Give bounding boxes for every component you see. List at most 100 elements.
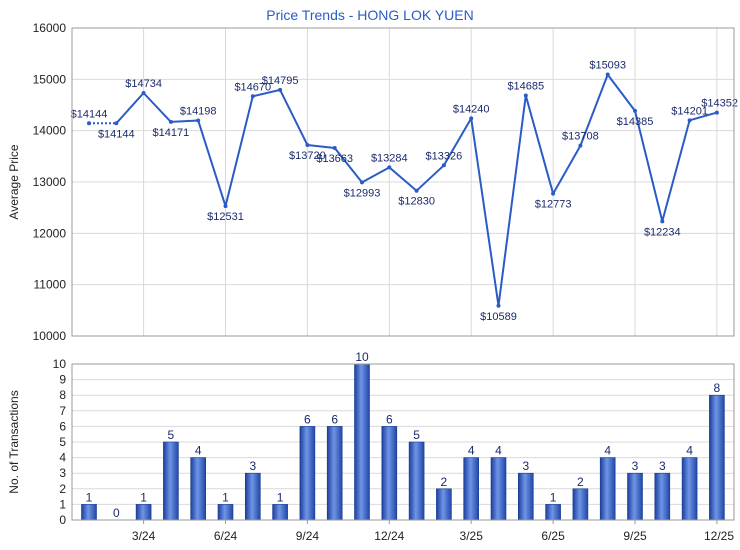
transactions-bar (135, 504, 152, 521)
price-point (387, 165, 392, 170)
price-point (605, 72, 610, 77)
price-data-label: $14171 (153, 127, 190, 139)
transactions-bar (436, 488, 452, 521)
x-tick-label: 12/24 (374, 529, 404, 543)
transactions-bar (627, 472, 643, 521)
price-data-label: $12234 (644, 226, 681, 238)
transactions-data-label: 3 (659, 459, 666, 473)
transactions-y-tick-label: 9 (59, 373, 66, 387)
transactions-data-label: 3 (522, 459, 529, 473)
chart-title: Price Trends - HONG LOK YUEN (266, 7, 473, 23)
price-point (87, 121, 91, 126)
transactions-data-label: 3 (249, 459, 256, 473)
transactions-data-label: 8 (714, 381, 721, 395)
transactions-data-label: 4 (686, 444, 693, 458)
transactions-data-label: 5 (168, 428, 175, 442)
price-data-label: $14198 (180, 106, 217, 118)
price-data-label: $13720 (289, 150, 326, 162)
price-data-label: $13326 (426, 150, 463, 162)
transactions-data-label: 1 (86, 490, 93, 504)
price-data-label: $14144 (98, 128, 135, 140)
transactions-data-label: 6 (304, 412, 311, 426)
price-y-tick-label: 10000 (33, 329, 67, 343)
price-y-tick-label: 11000 (34, 278, 67, 292)
price-point (223, 204, 228, 209)
transactions-bar (217, 504, 234, 521)
transactions-bar (572, 488, 589, 521)
price-point (633, 108, 637, 113)
price-gridlines (72, 27, 734, 337)
price-y-ticks: 10000 11000 12000 13000 14000 15000 16000 (33, 21, 67, 343)
transactions-y-tick-label: 0 (59, 513, 66, 527)
price-point (278, 87, 283, 92)
transactions-data-label: 4 (468, 444, 475, 458)
x-tick-label: 6/24 (214, 529, 238, 543)
x-tick-label: 3/25 (460, 529, 484, 543)
price-point (196, 118, 201, 123)
price-data-label: $14734 (125, 78, 162, 90)
transactions-y-axis-label: No. of Transactions (7, 390, 21, 493)
transactions-plot-frame (71, 363, 735, 521)
price-y-tick-label: 16000 (33, 21, 67, 35)
price-data-label: $14144 (71, 108, 108, 120)
price-data-label: $14240 (453, 103, 490, 115)
transactions-bar (463, 457, 480, 521)
transactions-data-label: 2 (577, 475, 584, 489)
transactions-bar (354, 363, 370, 521)
transactions-data-label: 3 (632, 459, 639, 473)
transactions-bar (517, 472, 534, 521)
price-point (578, 143, 583, 148)
price-data-label: $14685 (507, 81, 544, 93)
price-point (523, 93, 528, 98)
transactions-bars (81, 363, 725, 521)
transactions-bar (190, 457, 206, 521)
price-point (414, 188, 419, 193)
price-point (714, 110, 719, 115)
price-plot-frame (71, 27, 735, 337)
price-data-label: $14795 (262, 75, 299, 87)
transactions-bar (709, 394, 725, 521)
transactions-y-tick-label: 8 (59, 388, 66, 402)
price-data-label: $14201 (671, 105, 708, 117)
price-data-label: $13708 (562, 131, 599, 143)
transactions-data-label: 2 (441, 475, 448, 489)
price-y-tick-label: 13000 (33, 175, 67, 189)
price-point (305, 143, 310, 148)
transactions-data-label: 1 (140, 490, 147, 504)
price-y-tick-label: 12000 (33, 226, 67, 240)
price-data-label: $14670 (234, 81, 271, 93)
price-point (551, 191, 556, 196)
price-y-axis-label: Average Price (7, 144, 21, 219)
transactions-bar (299, 426, 316, 521)
price-data-label: $12773 (535, 199, 572, 211)
transactions-bar (81, 504, 97, 521)
price-data-label: $14385 (617, 116, 654, 128)
price-y-tick-label: 15000 (33, 72, 67, 86)
price-point (360, 180, 364, 185)
transactions-y-tick-label: 2 (59, 482, 66, 496)
transactions-bar (681, 457, 698, 521)
price-point (114, 121, 119, 126)
transactions-data-label: 4 (604, 444, 611, 458)
transactions-y-tick-label: 4 (59, 451, 66, 465)
price-data-label: $12531 (207, 211, 244, 223)
transactions-data-label: 4 (495, 444, 502, 458)
transactions-x-ticks: 3/24 6/24 9/24 12/24 3/25 6/25 9/25 12/25 (132, 520, 734, 543)
transactions-data-label: 6 (386, 412, 393, 426)
price-point (687, 118, 692, 123)
price-data-label: $13284 (371, 152, 408, 164)
transactions-y-tick-label: 7 (59, 404, 66, 418)
price-data-label: $14352 (701, 98, 738, 110)
price-data-label: $12830 (398, 196, 435, 208)
x-tick-label: 9/24 (296, 529, 320, 543)
price-point (332, 145, 337, 150)
price-point (141, 90, 146, 95)
price-point (441, 163, 446, 168)
transactions-bar (272, 504, 288, 521)
price-data-label: $12993 (344, 187, 381, 199)
price-point (250, 94, 255, 99)
transactions-data-label: 4 (195, 444, 202, 458)
transactions-bar (490, 457, 507, 521)
